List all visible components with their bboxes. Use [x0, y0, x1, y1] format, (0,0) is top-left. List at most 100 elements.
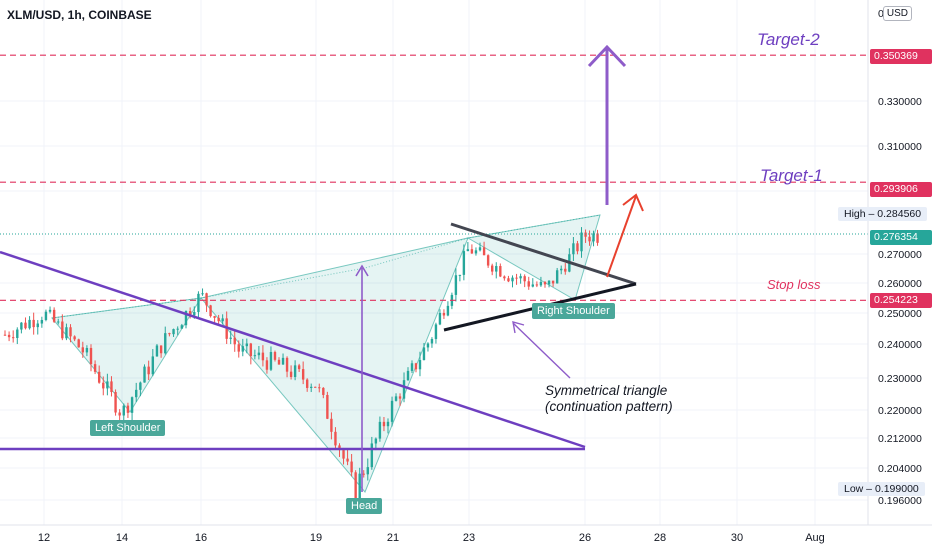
time-tick: 21 — [387, 532, 399, 544]
candle-body — [209, 305, 212, 317]
candle-body — [564, 268, 567, 272]
candle-body — [346, 458, 349, 462]
candle-body — [378, 421, 382, 439]
candle-body — [293, 365, 297, 377]
candle-body — [596, 233, 599, 243]
price-tick: 0.330000 — [878, 96, 922, 108]
candle-body — [342, 450, 345, 459]
head-and-shoulders-pattern — [51, 214, 601, 493]
candle-body — [458, 274, 462, 276]
candle-body — [402, 380, 406, 399]
candle-body — [482, 247, 486, 256]
price-axis[interactable]: 0.3300000.3100000.2900000.2700000.260000… — [867, 0, 922, 525]
candle-body — [592, 233, 595, 242]
candle-body — [535, 284, 539, 286]
candle-body — [130, 397, 134, 413]
candle-body — [3, 334, 7, 336]
candle-body — [285, 357, 289, 372]
candle-body — [20, 322, 23, 330]
candle-body — [370, 443, 374, 468]
candle-body — [330, 418, 333, 432]
time-tick: 14 — [116, 532, 128, 544]
candle-body — [426, 343, 430, 348]
current-price-label[interactable]: 0.276354 — [870, 230, 932, 245]
candle-body — [102, 382, 105, 389]
head-tag: Head — [346, 498, 383, 514]
triangle-pointer-head — [512, 321, 525, 334]
candle-body — [386, 421, 390, 427]
low-marker: Low – 0.199000 — [838, 482, 925, 496]
target2-price-label[interactable]: 0.350369 — [870, 49, 932, 64]
candles — [3, 227, 599, 509]
candle-body — [418, 360, 422, 370]
candle-body — [551, 280, 555, 284]
candle-body — [434, 324, 438, 340]
time-tick: Aug — [805, 532, 825, 544]
candle-body — [414, 363, 418, 370]
candle-body — [106, 381, 109, 389]
currency-button[interactable]: USD — [882, 6, 912, 21]
candle-body — [36, 323, 39, 328]
breakout-arrow-head — [622, 193, 644, 212]
candle-body — [543, 281, 547, 285]
candle-body — [478, 247, 482, 251]
candle-body — [89, 347, 93, 365]
candle-body — [77, 339, 80, 348]
candle-body — [442, 312, 446, 316]
candle-body — [390, 400, 394, 422]
candle-body — [97, 371, 101, 383]
candle-body — [527, 281, 530, 287]
right-shoulder-region — [466, 214, 601, 301]
candle-body — [438, 312, 442, 325]
price-tick: 0.250000 — [878, 308, 922, 320]
candle-body — [366, 467, 369, 475]
time-axis[interactable]: 12 14 16 19 21 23 26 28 30 Aug — [0, 524, 932, 544]
candle-body — [57, 321, 60, 323]
target-arrow-head — [587, 44, 627, 68]
time-tick: 19 — [310, 532, 322, 544]
candle-body — [547, 280, 551, 285]
triangle-label-line2: (continuation pattern) — [545, 399, 673, 414]
symbol-title[interactable]: XLM/USD, 1h, COINBASE — [7, 8, 152, 22]
candle-body — [193, 312, 196, 316]
candle-body — [269, 352, 273, 370]
candle-body — [305, 379, 309, 388]
high-price: 0.284560 — [877, 208, 922, 220]
descending-trendline — [0, 250, 586, 449]
triangle-label-line1: Symmetrical triangle — [545, 383, 668, 398]
candle-body — [40, 319, 44, 324]
time-tick: 12 — [38, 532, 50, 544]
stop-price-label[interactable]: 0.254223 — [870, 293, 932, 308]
candle-body — [334, 431, 337, 446]
candle-body — [394, 396, 398, 401]
candle-body — [523, 276, 526, 282]
candle-body — [289, 371, 293, 377]
candle-body — [503, 276, 506, 279]
price-tick: 0.230000 — [878, 373, 922, 385]
candle-body — [326, 394, 329, 419]
candle-body — [233, 337, 236, 345]
candle-body — [164, 333, 167, 354]
left-shoulder-region — [51, 297, 202, 413]
price-tick: 0.212000 — [878, 433, 922, 445]
candle-body — [314, 386, 317, 388]
triangle-pointer-line — [512, 322, 571, 379]
target1-price-label[interactable]: 0.293906 — [870, 182, 932, 197]
candle-body — [362, 473, 365, 475]
candle-body — [188, 311, 192, 316]
candle-body — [44, 311, 48, 320]
candle-body — [16, 329, 19, 338]
candle-body — [507, 278, 510, 282]
candle-body — [531, 284, 534, 287]
candle-body — [229, 337, 232, 339]
price-tick: 0.240000 — [878, 339, 922, 351]
price-tick: 0.270000 — [878, 249, 922, 261]
candle-body — [350, 461, 353, 473]
candle-body — [114, 392, 117, 413]
head-region — [200, 237, 469, 493]
price-tick: 0.220000 — [878, 405, 922, 417]
candle-body — [213, 316, 216, 318]
candle-body — [358, 473, 361, 500]
candle-body — [462, 251, 466, 275]
